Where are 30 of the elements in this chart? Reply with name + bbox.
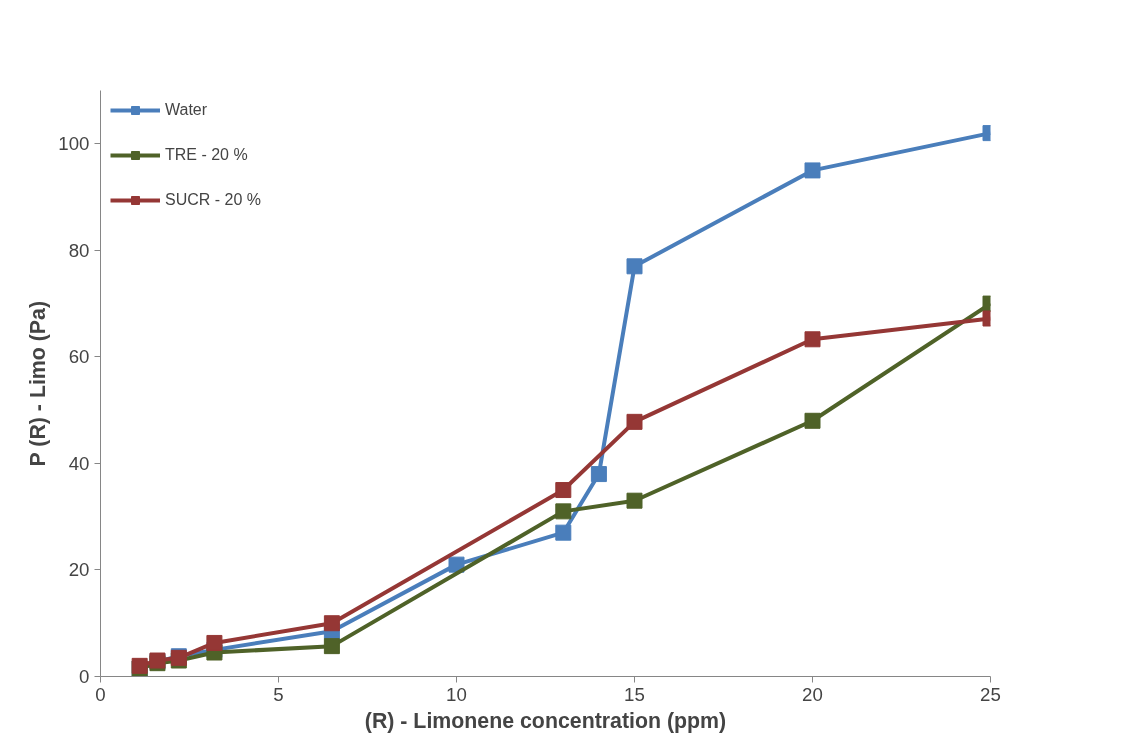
y-tick-label: 80 [68,239,90,261]
point [590,466,607,483]
point [555,503,572,520]
y-tick-label: 100 [58,133,90,155]
x-tick-label: 0 [95,683,106,705]
x-tick-label: 25 [980,683,1001,705]
y-tick-label: 40 [68,452,90,474]
point [804,412,821,429]
x-axis-title: (R) - Limonene concentration (ppm) [364,708,727,733]
legend-label: Water [165,101,208,119]
legend-label: SUCR - 20 % [165,191,262,209]
x-tick-label: 10 [446,683,467,705]
point [323,638,340,655]
y-tick-label: 60 [68,346,90,368]
point [323,615,340,632]
point [804,331,821,348]
y-tick-label: 20 [68,559,90,581]
x-tick-label: 20 [802,683,823,705]
point [206,634,223,651]
point [804,162,821,179]
point [626,492,643,509]
legend-label: TRE - 20 % [165,146,248,164]
point [626,413,643,430]
x-tick-label: 5 [273,683,284,705]
point [555,482,572,499]
point [555,524,572,541]
y-tick-label: 0 [79,666,90,687]
y-axis-title: P (R) - Limo (Pa) [26,300,51,467]
point [626,258,643,275]
x-tick-label: 15 [624,683,645,705]
